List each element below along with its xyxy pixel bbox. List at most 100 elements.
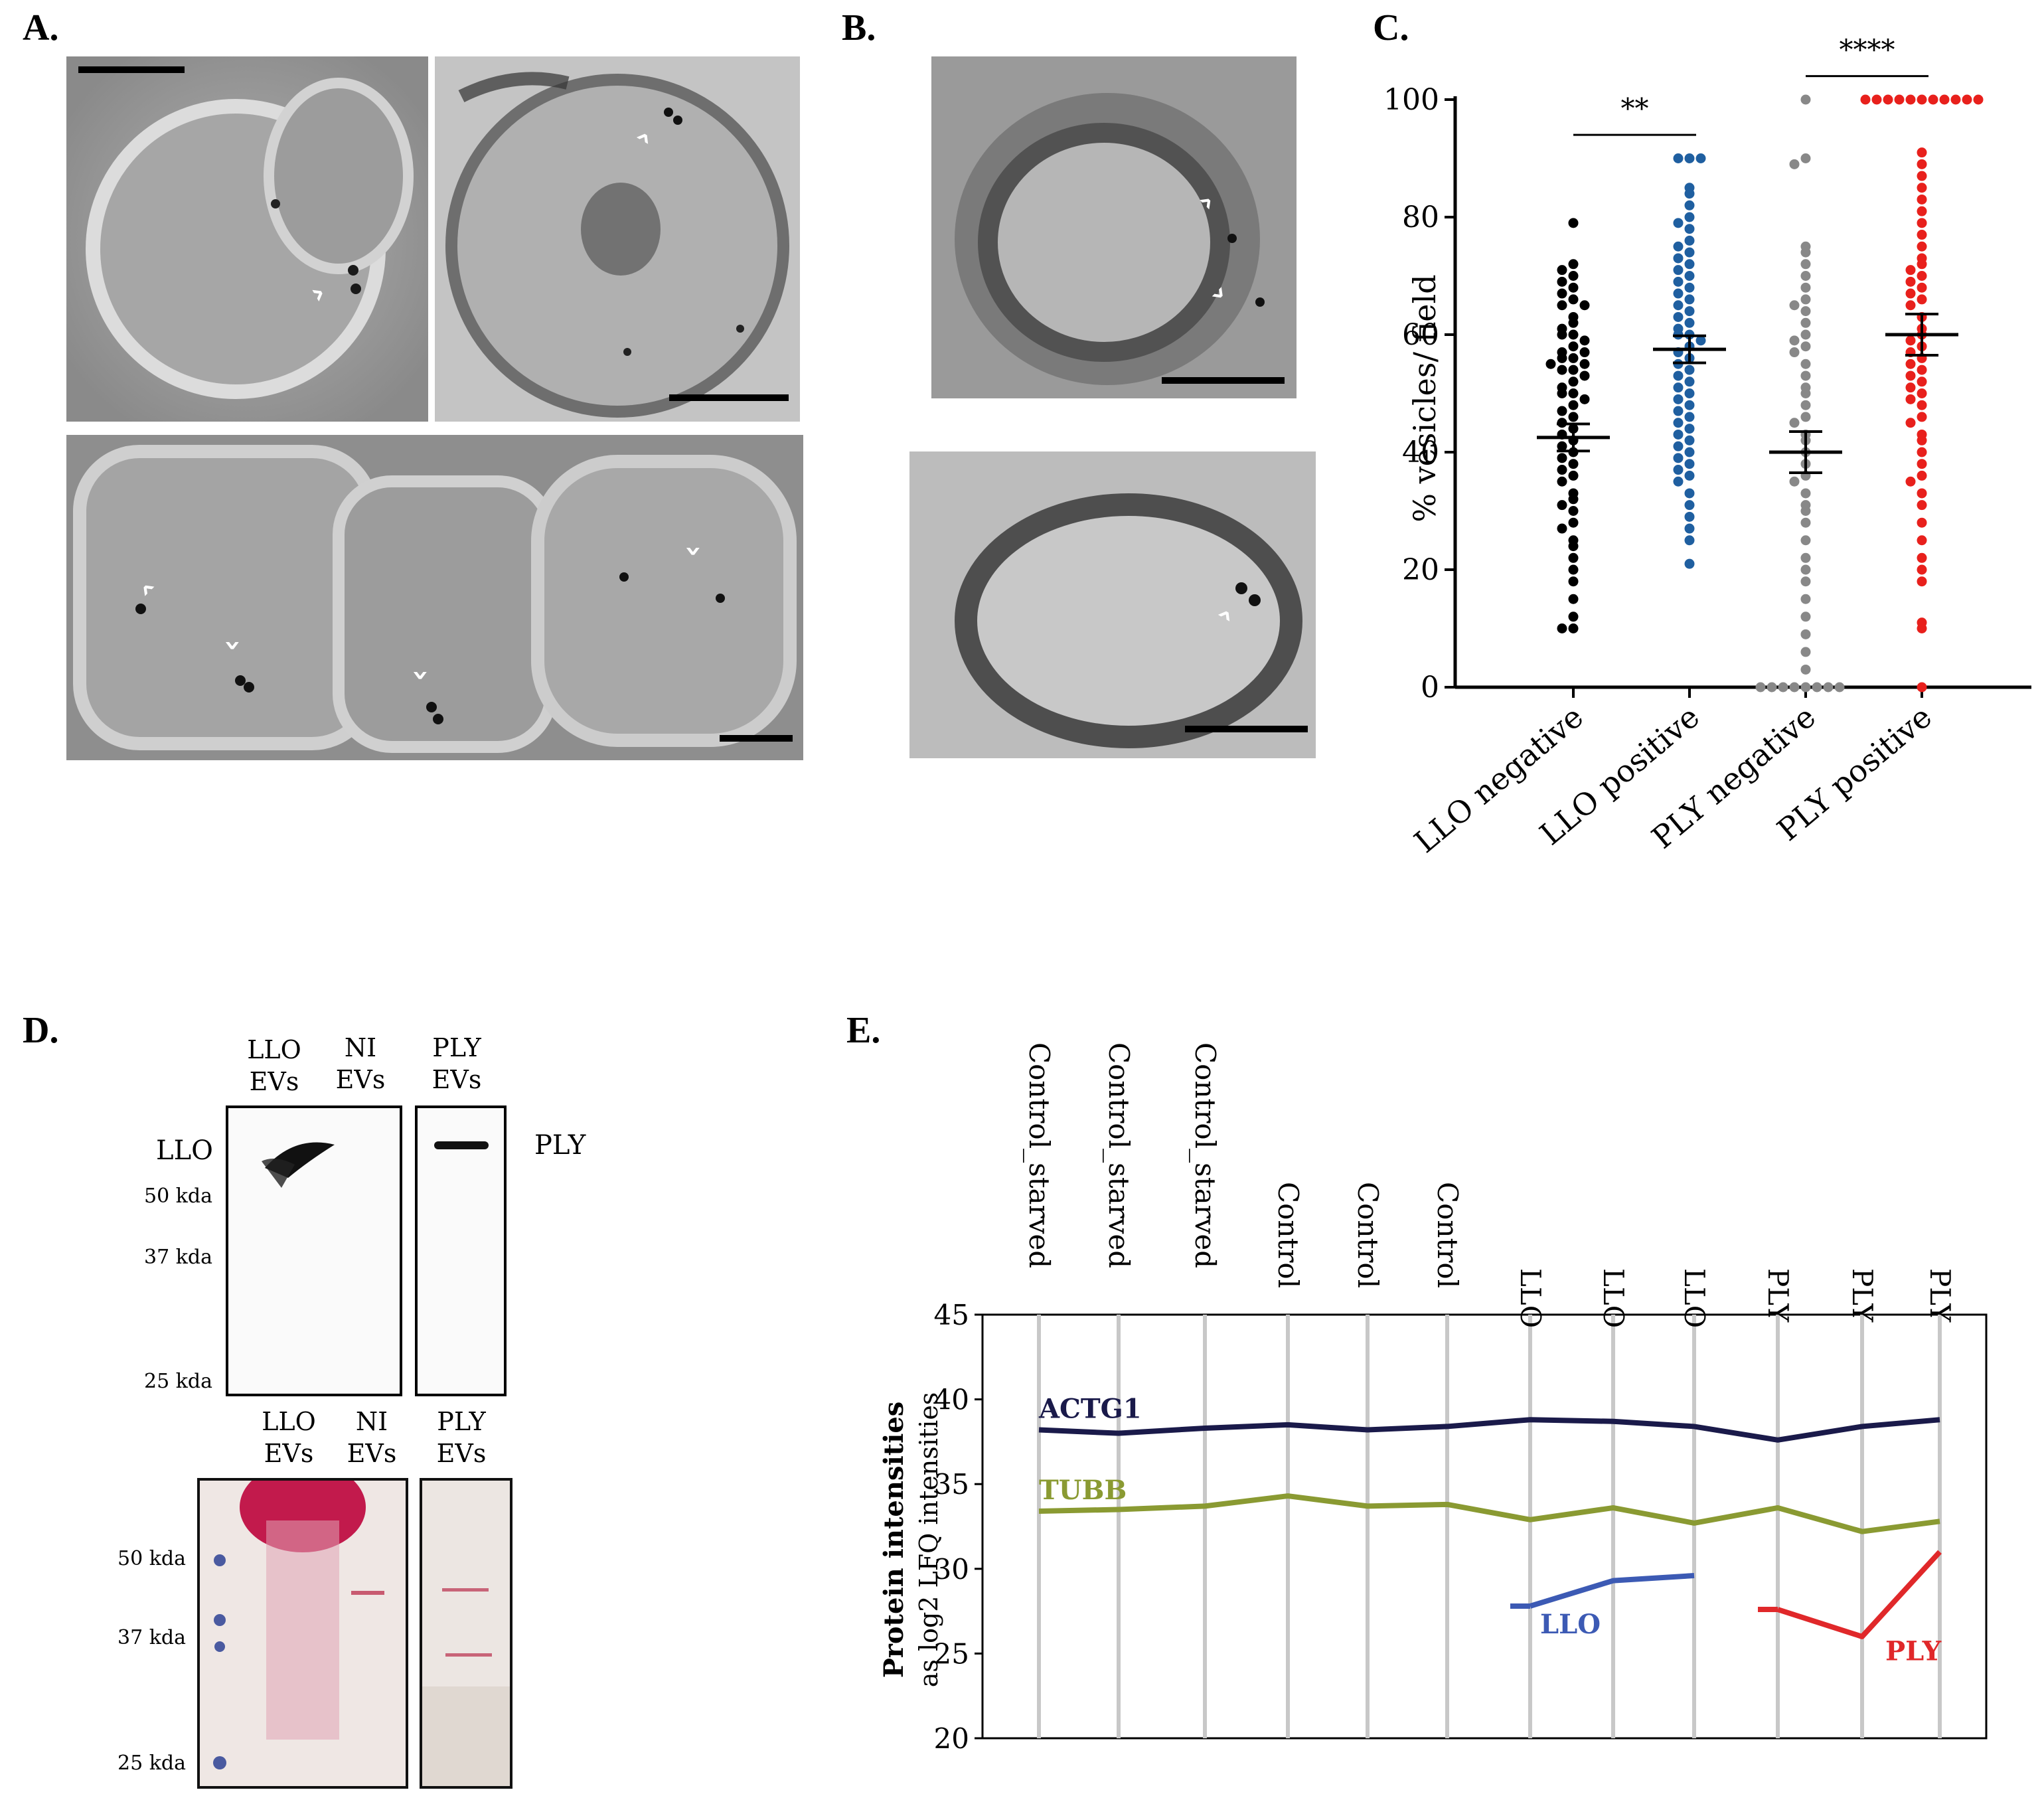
- data-point: [1673, 429, 1684, 440]
- data-point: [1684, 200, 1695, 210]
- data-point: [1568, 341, 1579, 352]
- data-point: [1789, 476, 1800, 487]
- data-point: [1917, 488, 1927, 499]
- data-point: [1800, 552, 1811, 563]
- lane-label-llo-evs: LLO EVs: [262, 1407, 316, 1468]
- data-point: [1557, 623, 1567, 633]
- data-point: [1568, 294, 1579, 305]
- em-image-a3: [66, 435, 803, 760]
- em-image-b1: [931, 56, 1297, 398]
- data-point: [1684, 224, 1695, 234]
- data-point: [1950, 94, 1961, 105]
- data-point: [1823, 682, 1834, 693]
- data-point: [1673, 441, 1684, 451]
- data-point: [1684, 511, 1695, 522]
- data-point: [1917, 564, 1927, 575]
- panel-label-b: B.: [842, 7, 876, 48]
- data-point: [1800, 488, 1811, 499]
- data-point: [1755, 682, 1766, 693]
- scale-bar: [1162, 377, 1285, 384]
- data-point: [1812, 682, 1822, 693]
- x-category-label: Control: [1431, 1182, 1464, 1288]
- legend-label-actg1: ACTG1: [1038, 1394, 1142, 1425]
- panel-label-e: E.: [846, 1010, 881, 1051]
- data-point: [1673, 218, 1684, 228]
- data-point: [1673, 253, 1684, 264]
- data-point: [1917, 517, 1927, 528]
- data-point: [1789, 682, 1800, 693]
- data-point: [1684, 189, 1695, 199]
- data-point: [1557, 523, 1567, 534]
- data-point: [1579, 370, 1590, 381]
- data-point: [1568, 552, 1579, 563]
- y-tick-label: 20: [934, 1722, 969, 1755]
- plot-frame: [981, 1313, 1988, 1740]
- data-point: [1684, 247, 1695, 258]
- data-point: [1894, 94, 1905, 105]
- data-point: [1568, 376, 1579, 387]
- lane-label-llo-evs: LLO EVs: [247, 1035, 301, 1096]
- data-point: [1684, 282, 1695, 293]
- data-point: [1673, 241, 1684, 252]
- data-point: [1917, 682, 1927, 693]
- data-point: [1917, 447, 1927, 457]
- data-point: [1917, 470, 1927, 481]
- data-point: [1800, 317, 1811, 328]
- data-point: [1917, 271, 1927, 281]
- data-point: [1871, 94, 1882, 105]
- data-point: [1684, 412, 1695, 422]
- data-point: [1557, 465, 1567, 475]
- data-point: [1962, 94, 1972, 105]
- data-point: [1673, 453, 1684, 463]
- data-point: [1557, 300, 1567, 311]
- arrowhead-icon: ›: [677, 544, 712, 558]
- lane-label-ni-evs: NI EVs: [335, 1033, 386, 1094]
- data-point: [1800, 282, 1811, 293]
- x-category-label: LLO: [1678, 1268, 1711, 1328]
- x-category-label: PLY: [1924, 1268, 1956, 1323]
- data-point: [1905, 265, 1916, 276]
- data-point: [1917, 230, 1927, 240]
- data-point: [1800, 594, 1811, 604]
- data-point: [1684, 470, 1695, 481]
- data-point: [1568, 259, 1579, 270]
- data-point: [1800, 400, 1811, 410]
- data-point: [1917, 259, 1927, 270]
- data-point: [1917, 552, 1927, 563]
- legend-label-llo: LLO: [1540, 1609, 1601, 1640]
- x-category-label: LLO: [1514, 1268, 1547, 1328]
- data-point: [1673, 394, 1684, 404]
- y-tick-label: 0: [1421, 671, 1439, 704]
- data-point: [1917, 435, 1927, 446]
- y-tick-label: 30: [934, 1553, 969, 1586]
- data-point: [1917, 171, 1927, 181]
- data-point: [1905, 394, 1916, 404]
- data-point: [1557, 288, 1567, 299]
- data-point: [1905, 288, 1916, 299]
- data-point: [1684, 294, 1695, 305]
- data-point: [1917, 218, 1927, 228]
- y-tick-label: 40: [934, 1384, 969, 1416]
- data-point: [1917, 206, 1927, 216]
- data-point: [1695, 335, 1706, 346]
- data-point: [1939, 94, 1950, 105]
- data-point: [1568, 517, 1579, 528]
- data-point: [1568, 612, 1579, 622]
- data-point: [1684, 523, 1695, 534]
- data-point: [1684, 153, 1695, 163]
- data-point: [1917, 294, 1927, 305]
- data-point: [1695, 153, 1706, 163]
- data-point: [1568, 470, 1579, 481]
- significance-label: **: [1621, 92, 1649, 125]
- y-tick-label: 80: [1402, 201, 1439, 234]
- panel-label-c: C.: [1373, 7, 1409, 48]
- data-point: [1917, 147, 1927, 158]
- data-point: [1917, 365, 1927, 375]
- data-point: [1684, 558, 1695, 569]
- data-point: [1917, 159, 1927, 169]
- data-point: [1557, 388, 1567, 398]
- series-line-actg1: [1038, 1417, 1940, 1443]
- data-point: [1917, 576, 1927, 587]
- data-point: [1684, 424, 1695, 434]
- data-point: [1684, 388, 1695, 398]
